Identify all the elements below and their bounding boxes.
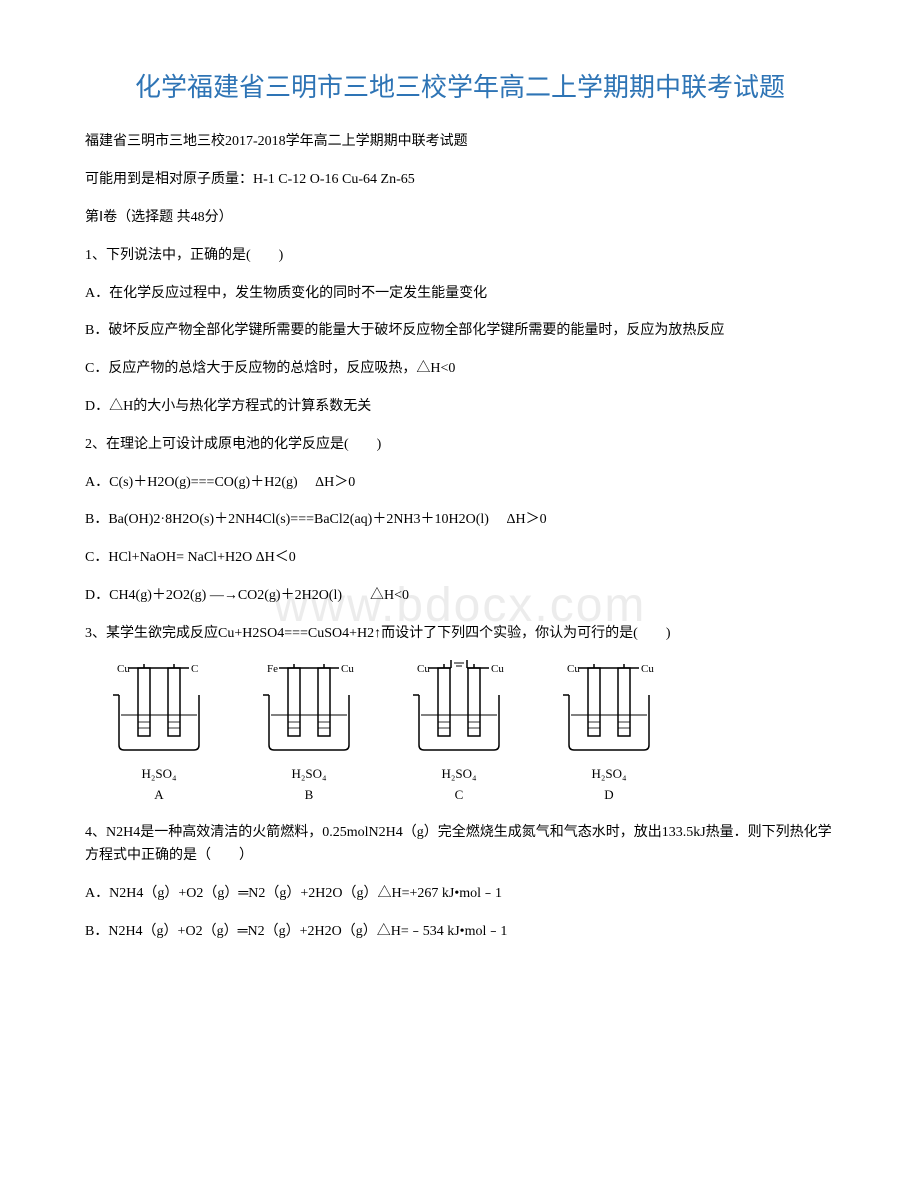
beaker-a-solution: H₂SO₄ — [141, 764, 176, 784]
beaker-a-svg: Cu C — [99, 660, 219, 760]
question-4-option-a: A．N2H4（g）+O2（g）═N2（g）+2H2O（g）△H=+267 kJ•… — [85, 882, 835, 906]
question-1-option-a: A．在化学反应过程中，发生物质变化的同时不一定发生能量变化 — [85, 282, 835, 306]
section-heading: 第Ⅰ卷（选择题 共48分） — [85, 206, 835, 230]
beaker-b: Fe Cu H₂SO₄ B — [249, 660, 369, 805]
subtitle: 福建省三明市三地三校2017-2018学年高二上学期期中联考试题 — [85, 130, 835, 154]
document-content: 化学福建省三明市三地三校学年高二上学期期中联考试题 福建省三明市三地三校2017… — [85, 70, 835, 944]
question-4-option-b: B．N2H4（g）+O2（g）═N2（g）+2H2O（g）△H=﹣534 kJ•… — [85, 920, 835, 944]
svg-text:Cu: Cu — [341, 663, 354, 675]
svg-text:Cu: Cu — [491, 663, 504, 675]
question-1-option-d: D．△H的大小与热化学方程式的计算系数无关 — [85, 395, 835, 419]
beaker-a: Cu C H₂SO₄ A — [99, 660, 219, 805]
question-2-option-a: A．C(s)＋H2O(g)===CO(g)＋H2(g) ΔH＞0 — [85, 471, 835, 495]
question-1-stem: 1、下列说法中，正确的是( ) — [85, 244, 835, 268]
beaker-c-solution: H₂SO₄ — [441, 764, 476, 784]
question-3-stem: 3、某学生欲完成反应Cu+H2SO4===CuSO4+H2↑而设计了下列四个实验… — [85, 622, 835, 646]
beaker-b-letter: B — [305, 785, 314, 805]
beaker-d: Cu Cu H₂SO₄ D — [549, 660, 669, 805]
beaker-a-letter: A — [154, 785, 163, 805]
svg-text:Cu: Cu — [417, 663, 430, 675]
beaker-diagrams: Cu C H₂SO₄ A Fe Cu — [99, 660, 835, 805]
beaker-d-svg: Cu Cu — [549, 660, 669, 760]
svg-text:Fe: Fe — [267, 663, 278, 675]
svg-text:C: C — [191, 663, 198, 675]
beaker-c-letter: C — [455, 785, 464, 805]
beaker-c: Cu Cu H₂SO₄ C — [399, 660, 519, 805]
beaker-c-svg: Cu Cu — [399, 660, 519, 760]
question-1-option-c: C．反应产物的总焓大于反应物的总焓时，反应吸热，△H<0 — [85, 357, 835, 381]
atomic-mass-info: 可能用到是相对原子质量：H-1 C-12 O-16 Cu-64 Zn-65 — [85, 168, 835, 192]
question-1-option-b: B．破坏反应产物全部化学键所需要的能量大于破坏反应物全部化学键所需要的能量时，反… — [85, 319, 835, 343]
svg-text:Cu: Cu — [567, 663, 580, 675]
question-2-option-d: D．CH4(g)＋2O2(g) ―→CO2(g)＋2H2O(l) △H<0 — [85, 584, 835, 608]
question-2-stem: 2、在理论上可设计成原电池的化学反应是( ) — [85, 433, 835, 457]
beaker-b-svg: Fe Cu — [249, 660, 369, 760]
question-2-option-c: C．HCl+NaOH= NaCl+H2O ΔH＜0 — [85, 546, 835, 570]
question-4-stem: 4、N2H4是一种高效清洁的火箭燃料，0.25molN2H4（g）完全燃烧生成氮… — [85, 821, 835, 869]
question-2-option-b: B．Ba(OH)2·8H2O(s)＋2NH4Cl(s)===BaCl2(aq)＋… — [85, 508, 835, 532]
document-title: 化学福建省三明市三地三校学年高二上学期期中联考试题 — [85, 70, 835, 106]
beaker-b-solution: H₂SO₄ — [291, 764, 326, 784]
beaker-d-solution: H₂SO₄ — [591, 764, 626, 784]
svg-text:Cu: Cu — [117, 663, 130, 675]
svg-text:Cu: Cu — [641, 663, 654, 675]
beaker-d-letter: D — [604, 785, 613, 805]
